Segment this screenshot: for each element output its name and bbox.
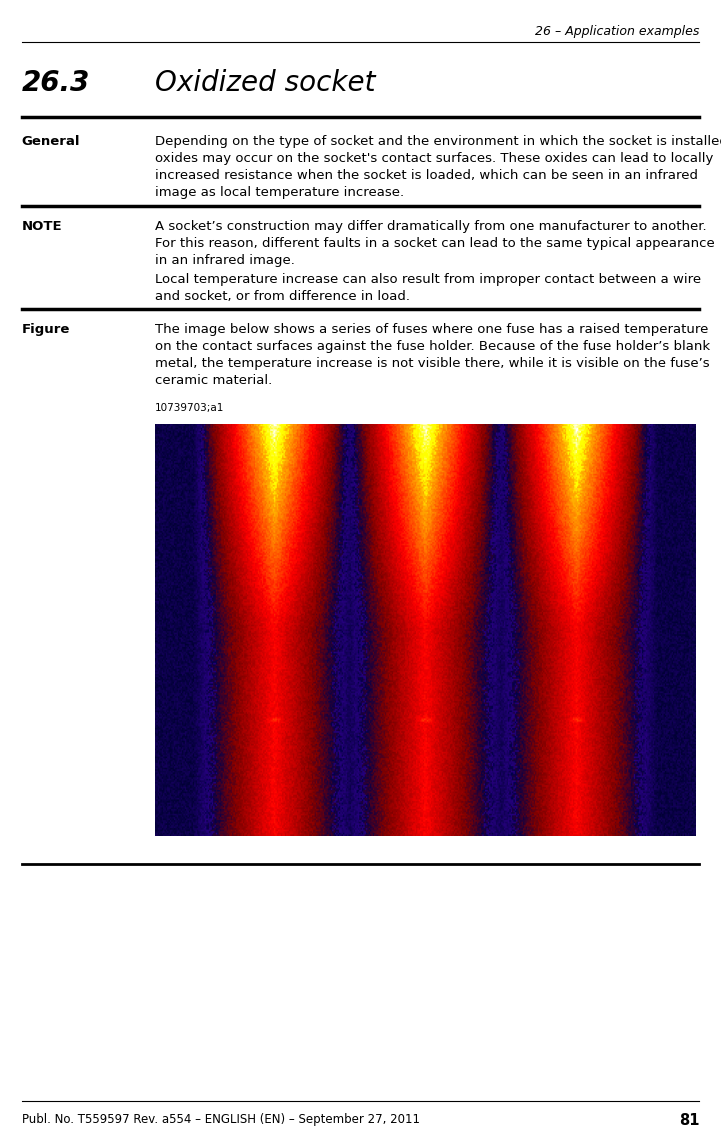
Text: 10739703;a1: 10739703;a1	[155, 403, 224, 413]
Text: The image below shows a series of fuses where one fuse has a raised temperature
: The image below shows a series of fuses …	[155, 323, 710, 387]
Text: A socket’s construction may differ dramatically from one manufacturer to another: A socket’s construction may differ drama…	[155, 220, 715, 267]
Text: Local temperature increase can also result from improper contact between a wire
: Local temperature increase can also resu…	[155, 273, 701, 302]
Text: General: General	[22, 135, 80, 148]
Text: 26 – Application examples: 26 – Application examples	[535, 25, 699, 38]
Text: Figure: Figure	[22, 323, 70, 335]
Text: NOTE: NOTE	[22, 220, 62, 232]
Text: Publ. No. T559597 Rev. a554 – ENGLISH (EN) – September 27, 2011: Publ. No. T559597 Rev. a554 – ENGLISH (E…	[22, 1113, 420, 1126]
Text: Oxidized socket: Oxidized socket	[155, 69, 376, 96]
Text: 81: 81	[679, 1113, 699, 1128]
Text: Depending on the type of socket and the environment in which the socket is insta: Depending on the type of socket and the …	[155, 135, 721, 199]
Text: 26.3: 26.3	[22, 69, 90, 96]
